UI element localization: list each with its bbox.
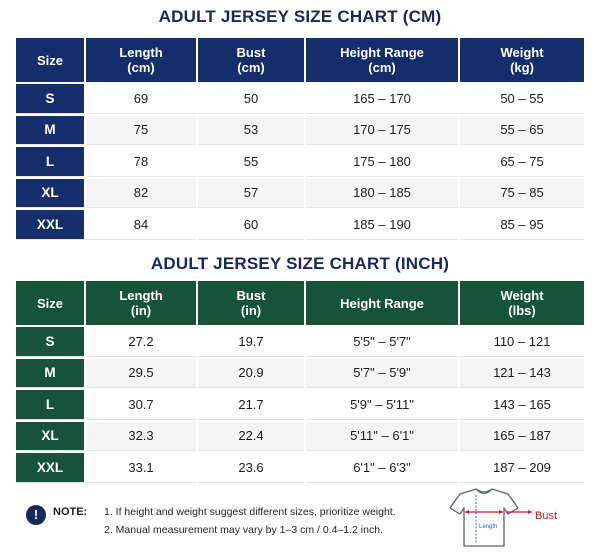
weight-cell: 143 – 165: [460, 390, 584, 420]
table-row: M 29.5 20.9 5'7" – 5'9" 121 – 143: [16, 359, 584, 389]
weight-cell: 75 – 85: [460, 179, 584, 209]
size-cell: XXL: [16, 453, 84, 483]
table-row: L 78 55 175 – 180 65 – 75: [16, 147, 584, 177]
size-cell: S: [16, 84, 84, 114]
length-label: Length: [479, 524, 497, 530]
note-line: 1. If height and weight suggest differen…: [104, 506, 396, 518]
table-row: XL 32.3 22.4 5'11" – 6'1" 165 – 187: [16, 422, 584, 452]
length-cell: 78: [86, 147, 196, 177]
height-cell: 6'1" – 6'3": [306, 453, 458, 483]
table-row: S 27.2 19.7 5'5" – 5'7" 110 – 121: [16, 327, 584, 357]
bust-cell: 23.6: [198, 453, 304, 483]
weight-cell: 65 – 75: [460, 147, 584, 177]
note-section: ! NOTE: 1. If height and weight suggest …: [26, 500, 446, 546]
length-cell: 82: [86, 179, 196, 209]
inch-chart-title: ADULT JERSEY SIZE CHART (INCH): [0, 254, 600, 274]
size-cell: XL: [16, 179, 84, 209]
height-cell: 180 – 185: [306, 179, 458, 209]
bust-cell: 53: [198, 116, 304, 146]
height-cell: 165 – 170: [306, 84, 458, 114]
length-cell: 84: [86, 210, 196, 240]
bust-cell: 57: [198, 179, 304, 209]
height-cell: 5'9" – 5'11": [306, 390, 458, 420]
note-label: NOTE:: [53, 506, 87, 518]
tshirt-measure-icon: Length: [440, 486, 540, 550]
info-alert-icon: !: [26, 505, 46, 525]
table-row: XXL 33.1 23.6 6'1" – 6'3" 187 – 209: [16, 453, 584, 483]
bust-cell: 50: [198, 84, 304, 114]
table-row: M 75 53 170 – 175 55 – 65: [16, 116, 584, 146]
size-cell: S: [16, 327, 84, 357]
cm-size-table: Size Length (cm) Bust (cm) Height Range …: [14, 36, 586, 242]
bust-cell: 60: [198, 210, 304, 240]
bust-cell: 19.7: [198, 327, 304, 357]
length-cell: 27.2: [86, 327, 196, 357]
column-header-length: Length (cm): [86, 38, 196, 82]
length-cell: 30.7: [86, 390, 196, 420]
size-cell: L: [16, 390, 84, 420]
table-row: XXL 84 60 185 – 190 85 – 95: [16, 210, 584, 240]
weight-cell: 165 – 187: [460, 422, 584, 452]
table-row: XL 82 57 180 – 185 75 – 85: [16, 179, 584, 209]
length-cell: 29.5: [86, 359, 196, 389]
size-cell: M: [16, 359, 84, 389]
weight-cell: 55 – 65: [460, 116, 584, 146]
weight-cell: 50 – 55: [460, 84, 584, 114]
column-header-height-range: Height Range: [306, 281, 458, 325]
table-header-row: Size Length (in) Bust (in) Height Range …: [16, 281, 584, 325]
table-row: S 69 50 165 – 170 50 – 55: [16, 84, 584, 114]
column-header-weight: Weight (lbs): [460, 281, 584, 325]
column-header-size: Size: [16, 281, 84, 325]
height-cell: 5'5" – 5'7": [306, 327, 458, 357]
weight-cell: 121 – 143: [460, 359, 584, 389]
weight-cell: 110 – 121: [460, 327, 584, 357]
length-cell: 32.3: [86, 422, 196, 452]
length-cell: 75: [86, 116, 196, 146]
size-cell: M: [16, 116, 84, 146]
weight-cell: 85 – 95: [460, 210, 584, 240]
bust-cell: 22.4: [198, 422, 304, 452]
height-cell: 170 – 175: [306, 116, 458, 146]
table-row: L 30.7 21.7 5'9" – 5'11" 143 – 165: [16, 390, 584, 420]
bust-cell: 55: [198, 147, 304, 177]
column-header-height-range: Height Range (cm): [306, 38, 458, 82]
size-cell: XL: [16, 422, 84, 452]
size-cell: XXL: [16, 210, 84, 240]
column-header-length: Length (in): [86, 281, 196, 325]
height-cell: 185 – 190: [306, 210, 458, 240]
note-line: 2. Manual measurement may vary by 1–3 cm…: [104, 524, 383, 536]
length-cell: 69: [86, 84, 196, 114]
measurement-diagram: Length Bust: [440, 486, 590, 550]
height-cell: 5'11" – 6'1": [306, 422, 458, 452]
height-cell: 175 – 180: [306, 147, 458, 177]
column-header-bust: Bust (cm): [198, 38, 304, 82]
bust-cell: 21.7: [198, 390, 304, 420]
column-header-weight: Weight (kg): [460, 38, 584, 82]
bust-label: Bust: [535, 510, 557, 522]
weight-cell: 187 – 209: [460, 453, 584, 483]
inch-size-table: Size Length (in) Bust (in) Height Range …: [14, 279, 586, 485]
cm-chart-title: ADULT JERSEY SIZE CHART (CM): [0, 7, 600, 27]
column-header-size: Size: [16, 38, 84, 82]
length-cell: 33.1: [86, 453, 196, 483]
bust-cell: 20.9: [198, 359, 304, 389]
column-header-bust: Bust (in): [198, 281, 304, 325]
height-cell: 5'7" – 5'9": [306, 359, 458, 389]
table-header-row: Size Length (cm) Bust (cm) Height Range …: [16, 38, 584, 82]
size-cell: L: [16, 147, 84, 177]
